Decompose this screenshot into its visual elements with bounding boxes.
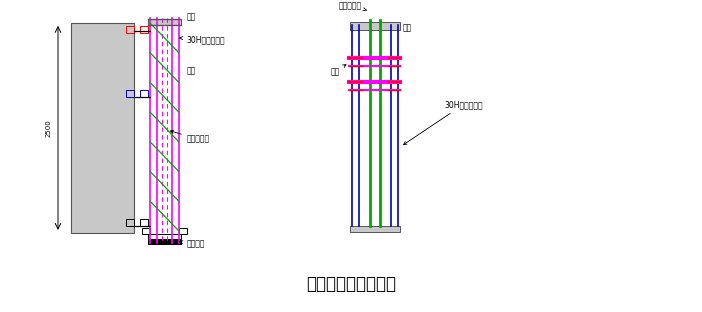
Bar (148, 234, 180, 239)
Bar (126, 26, 134, 33)
Bar (350, 226, 399, 232)
Text: 牛腿: 牛腿 (187, 66, 196, 75)
Text: 导梁: 导梁 (187, 12, 196, 22)
Bar (142, 228, 150, 234)
Bar (126, 219, 134, 226)
Text: 30H槽钢支撑桩: 30H槽钢支撑桩 (180, 36, 225, 45)
Bar (350, 22, 399, 30)
Text: 拉森钢板桩: 拉森钢板桩 (338, 1, 366, 11)
Bar (140, 26, 148, 33)
Bar (71, 23, 134, 233)
Text: 单层双面导架示意图: 单层双面导架示意图 (306, 275, 396, 293)
Bar (179, 228, 187, 234)
Text: 30H槽钢支撑桩: 30H槽钢支撑桩 (404, 100, 483, 145)
Bar (140, 90, 148, 97)
Text: 导梁: 导梁 (402, 23, 412, 32)
Text: 2500: 2500 (45, 119, 51, 137)
Text: 限位卡板: 限位卡板 (180, 240, 205, 249)
Bar (140, 219, 148, 226)
Bar (148, 240, 180, 244)
Bar (148, 19, 180, 25)
Text: 拉森钢板桩: 拉森钢板桩 (171, 130, 210, 144)
Text: 牛腿: 牛腿 (330, 65, 346, 76)
Bar (126, 90, 134, 97)
